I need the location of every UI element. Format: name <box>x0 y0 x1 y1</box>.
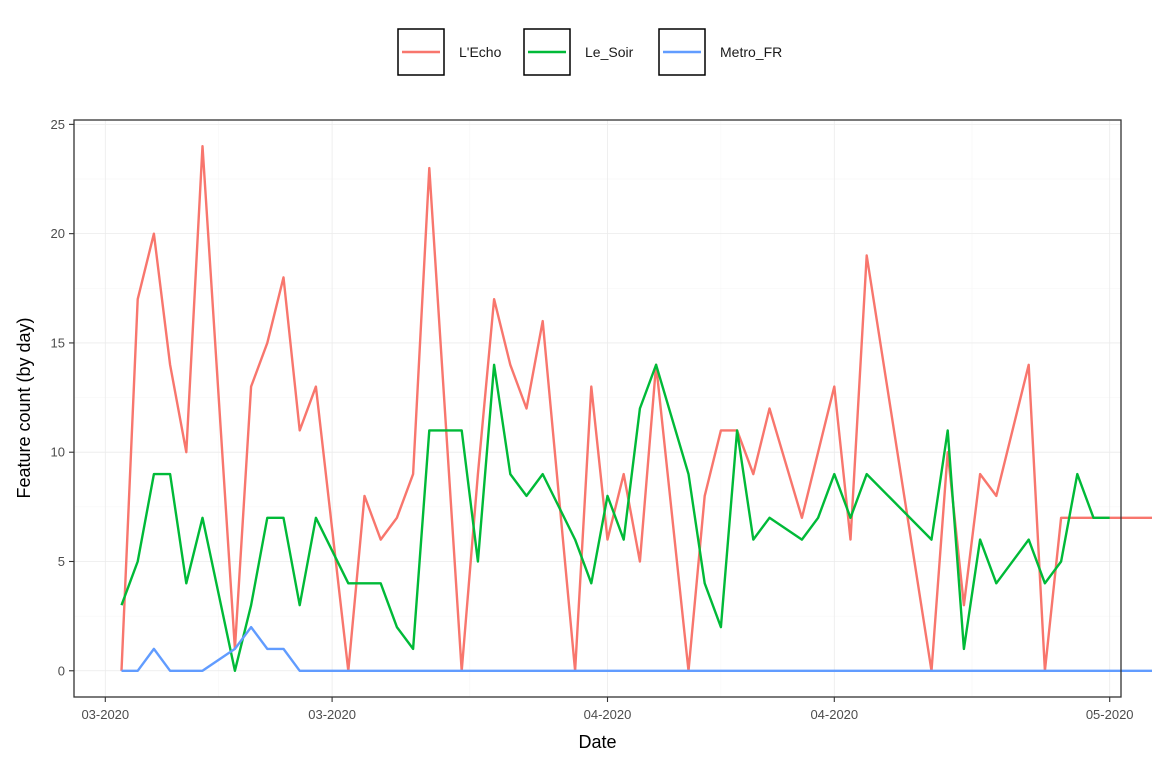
y-tick-label: 25 <box>51 117 65 132</box>
legend-label: Le_Soir <box>585 44 634 60</box>
legend-item-1: Le_Soir <box>523 28 634 76</box>
grid <box>74 120 1121 697</box>
series-line-1 <box>120 363 1110 672</box>
x-tick-label: 05-2020 <box>1086 707 1134 722</box>
series-lines <box>120 144 1152 672</box>
legend-item-0: L'Echo <box>397 28 502 76</box>
x-tick-label: 04-2020 <box>584 707 632 722</box>
y-tick-label: 15 <box>51 335 65 350</box>
y-tick-label: 5 <box>58 554 65 569</box>
legend-item-2: Metro_FR <box>658 28 782 76</box>
x-axis-title: Date <box>578 732 616 752</box>
series-line-2 <box>121 625 1152 672</box>
y-axis-title: Feature count (by day) <box>14 317 34 498</box>
legend: L'Echo Le_Soir Metro_FR <box>397 28 782 76</box>
legend-label: L'Echo <box>459 44 502 60</box>
axes: 03-2020 03-2020 04-2020 04-2020 05-2020 0 5 10 1… <box>51 117 1134 722</box>
series-line-0 <box>120 144 1152 672</box>
y-tick-label: 20 <box>51 226 65 241</box>
legend-label: Metro_FR <box>720 44 782 60</box>
y-tick-label: 0 <box>58 663 65 678</box>
y-tick-label: 10 <box>51 445 65 460</box>
x-tick-label: 03-2020 <box>81 707 129 722</box>
panel-border <box>73 119 1122 698</box>
x-tick-label: 04-2020 <box>810 707 858 722</box>
x-tick-label: 03-2020 <box>308 707 356 722</box>
